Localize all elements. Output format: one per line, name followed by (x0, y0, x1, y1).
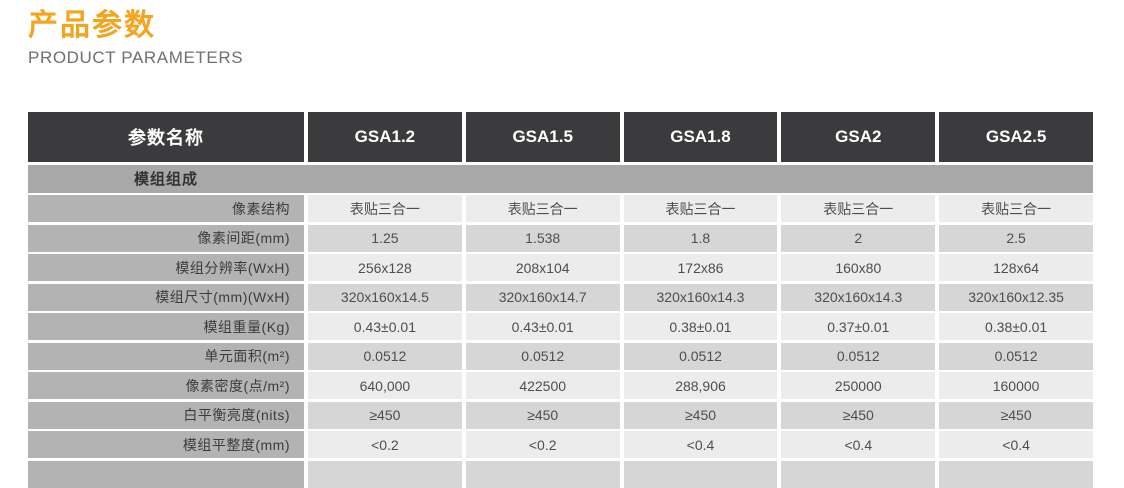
cell-value-cutoff (465, 460, 620, 488)
row-label-white-balance-brightness: 白平衡亮度(nits) (28, 401, 304, 429)
row-label-pixel-structure: 像素结构 (28, 195, 304, 222)
cell-value: 0.0512 (465, 342, 620, 370)
cell-value: ≥450 (939, 401, 1093, 429)
section-header-label: 模组组成 (133, 171, 198, 188)
row-label-module-resolution: 模组分辨率(WxH) (28, 254, 304, 281)
cell-value: 320x160x14.3 (623, 283, 778, 311)
cell-value: ≥450 (465, 401, 620, 429)
cell-value: 160x80 (781, 254, 936, 281)
cell-value: 1.538 (465, 224, 620, 252)
cell-value: 表贴三合一 (308, 195, 462, 222)
cell-value: <0.4 (623, 431, 778, 458)
cell-value: 表贴三合一 (465, 195, 620, 222)
cell-value: 160000 (939, 372, 1093, 399)
cell-value: 1.8 (623, 224, 778, 252)
cell-value: 表贴三合一 (939, 195, 1093, 222)
cell-value: 0.0512 (939, 342, 1093, 370)
cell-value-cutoff (939, 460, 1093, 488)
column-header-gsa1-5: GSA1.5 (465, 112, 620, 162)
row-label-pixel-pitch: 像素间距(mm) (28, 224, 304, 252)
cell-value: 640,000 (308, 372, 462, 399)
cell-value: 250000 (781, 372, 936, 399)
cell-value: 1.25 (308, 224, 462, 252)
cell-value: <0.4 (939, 431, 1093, 458)
cell-value: 0.38±0.01 (939, 313, 1093, 340)
cell-value: 320x160x14.7 (465, 283, 620, 311)
cell-value: 0.38±0.01 (623, 313, 778, 340)
cell-value: 0.43±0.01 (308, 313, 462, 340)
cell-value: <0.4 (781, 431, 936, 458)
cell-value: 表贴三合一 (781, 195, 936, 222)
cell-value: 172x86 (623, 254, 778, 281)
column-header-gsa2-5: GSA2.5 (939, 112, 1093, 162)
cell-value: 0.43±0.01 (465, 313, 620, 340)
page-title: 产品参数 (28, 9, 156, 42)
section-header-module-composition: 模组组成 (28, 164, 1093, 193)
cell-value: ≥450 (781, 401, 936, 429)
cell-value: 256x128 (308, 254, 462, 281)
cell-value: 表贴三合一 (623, 195, 778, 222)
column-header-gsa1-8: GSA1.8 (623, 112, 778, 162)
row-label-pixel-density: 像素密度(点/m²) (28, 372, 304, 399)
cell-value: 422500 (465, 372, 620, 399)
cell-value: 128x64 (939, 254, 1093, 281)
cell-value: 0.0512 (781, 342, 936, 370)
cell-value-cutoff (623, 460, 778, 488)
cell-value: ≥450 (623, 401, 778, 429)
cell-value: 0.37±0.01 (781, 313, 936, 340)
cell-value: 320x160x14.3 (781, 283, 936, 311)
cell-value: 0.0512 (623, 342, 778, 370)
cell-value-cutoff (308, 460, 462, 488)
cell-value: 208x104 (465, 254, 620, 281)
row-label-unit-area: 单元面积(m²) (28, 342, 304, 370)
cell-value: 288,906 (623, 372, 778, 399)
row-label-cutoff (28, 460, 304, 488)
page-subtitle: PRODUCT PARAMETERS (28, 48, 244, 67)
cell-value: <0.2 (308, 431, 462, 458)
row-label-module-weight: 模组重量(Kg) (28, 313, 304, 340)
cell-value: <0.2 (465, 431, 620, 458)
cell-value: 0.0512 (308, 342, 462, 370)
column-header-gsa1-2: GSA1.2 (308, 112, 462, 162)
cell-value: 320x160x14.5 (308, 283, 462, 311)
column-header-gsa2: GSA2 (781, 112, 936, 162)
cell-value-cutoff (781, 460, 936, 488)
cell-value: 2.5 (939, 224, 1093, 252)
page-header: 产品参数 PRODUCT PARAMETERS (28, 8, 243, 68)
column-header-parameter-name: 参数名称 (28, 112, 304, 162)
row-label-module-flatness: 模组平整度(mm) (28, 431, 304, 458)
product-parameters-table: 参数名称 GSA1.2 GSA1.5 GSA1.8 GSA2 GSA2.5 模组… (28, 112, 1093, 488)
row-label-module-dimensions: 模组尺寸(mm)(WxH) (28, 283, 304, 311)
cell-value: 2 (781, 224, 936, 252)
cell-value: 320x160x12.35 (939, 283, 1093, 311)
cell-value: ≥450 (308, 401, 462, 429)
